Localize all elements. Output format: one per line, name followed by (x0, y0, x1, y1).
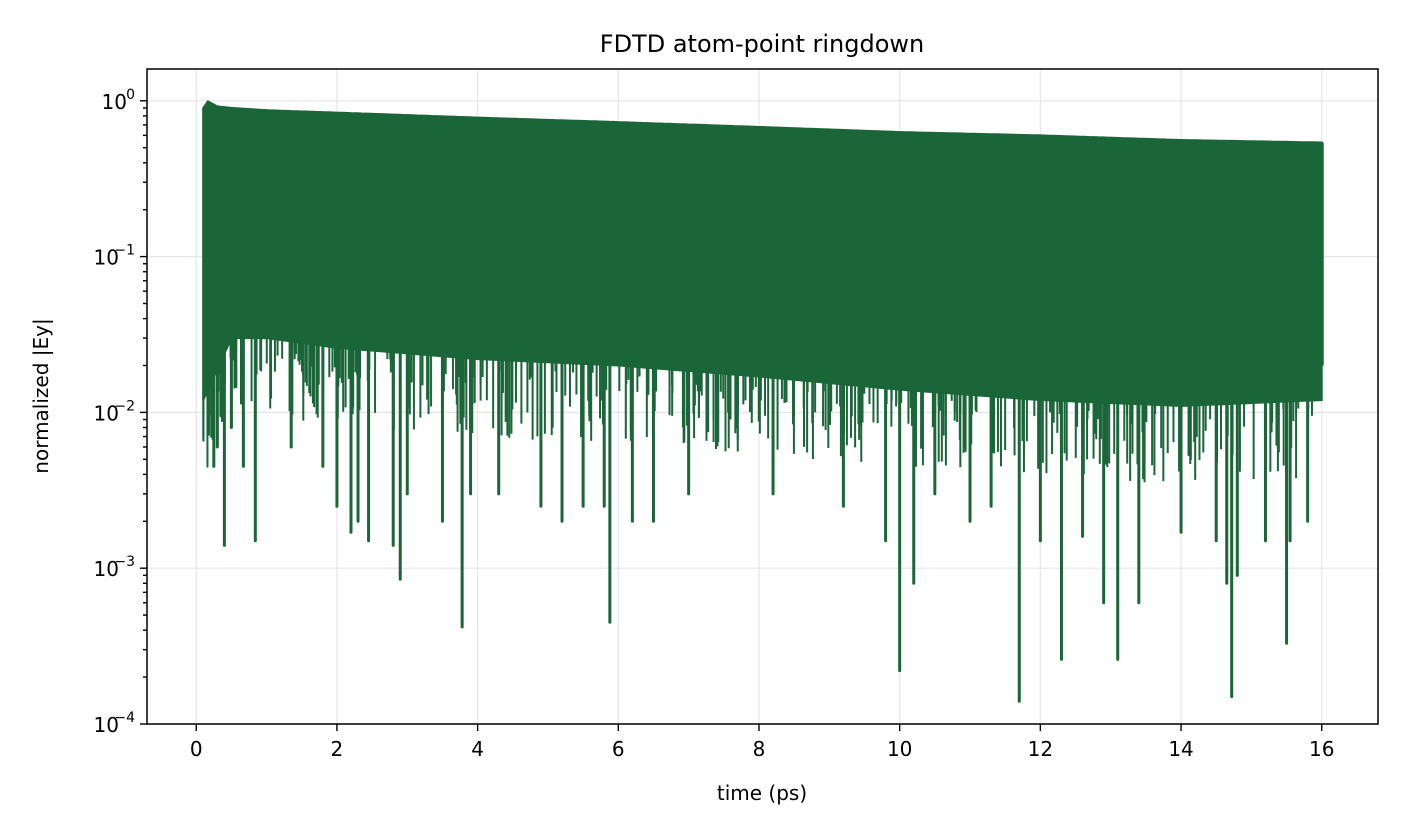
y-axis-label: normalized |Ey| (29, 318, 53, 473)
chart-title: FDTD atom-point ringdown (600, 30, 924, 58)
y-axis-ticks: 10−4 10−3 10−2 10−1 100 (94, 87, 147, 737)
x-tick-label: 8 (753, 737, 766, 761)
data-series (202, 100, 1324, 703)
x-axis-ticks: 0 2 4 6 8 10 12 14 16 (190, 724, 1334, 761)
x-tick-label: 6 (612, 737, 625, 761)
x-tick-label: 0 (190, 737, 203, 761)
y-tick-label: 100 (102, 87, 135, 114)
x-axis-label: time (ps) (717, 781, 807, 805)
x-tick-label: 2 (331, 737, 344, 761)
x-tick-label: 10 (887, 737, 912, 761)
y-tick-label: 10−2 (94, 398, 135, 425)
y-tick-label: 10−4 (94, 710, 136, 737)
x-tick-label: 12 (1028, 737, 1053, 761)
x-tick-label: 14 (1168, 737, 1193, 761)
x-tick-label: 4 (471, 737, 484, 761)
y-tick-label: 10−3 (94, 554, 135, 581)
y-tick-label: 10−1 (94, 243, 135, 270)
plot-frame (146, 68, 1379, 725)
x-tick-label: 16 (1309, 737, 1334, 761)
